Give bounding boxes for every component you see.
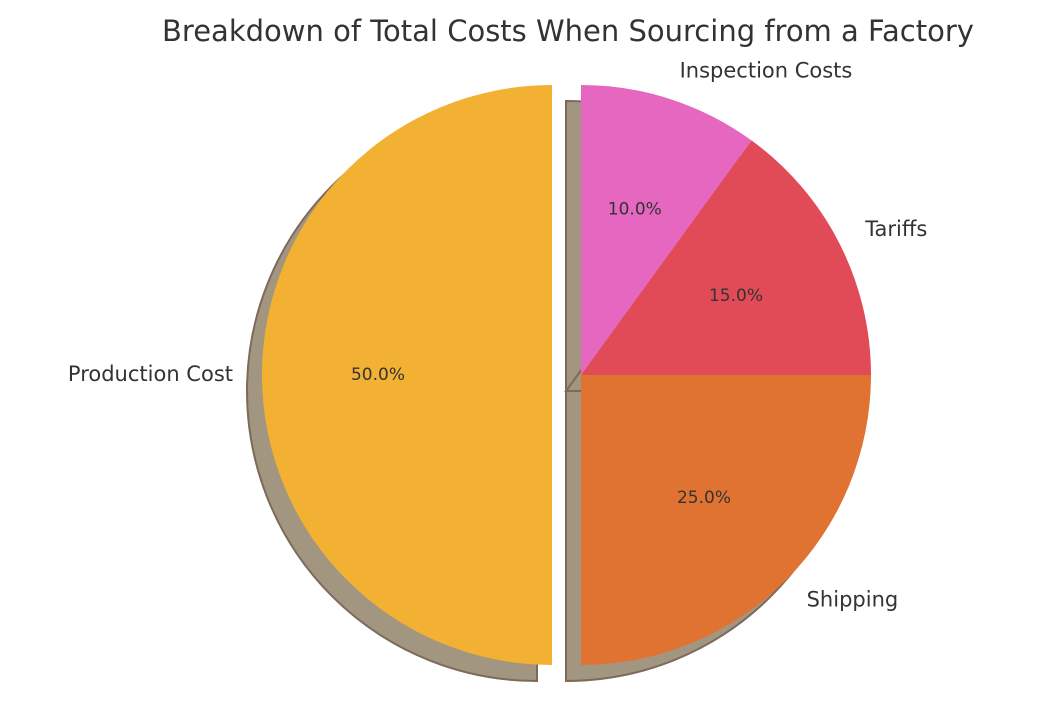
pct-shipping: 25.0% bbox=[677, 488, 731, 508]
slice-shipping bbox=[581, 375, 871, 665]
label-tariffs: Tariffs bbox=[864, 217, 927, 241]
pct-inspection-costs: 10.0% bbox=[608, 200, 662, 220]
pie-slices bbox=[262, 85, 871, 665]
chart-title: Breakdown of Total Costs When Sourcing f… bbox=[162, 14, 974, 48]
label-inspection-costs: Inspection Costs bbox=[680, 59, 853, 83]
slice-inspection-costs bbox=[581, 85, 752, 375]
pct-tariffs: 15.0% bbox=[709, 286, 763, 306]
pct-production-cost: 50.0% bbox=[351, 365, 405, 385]
slice-production-cost bbox=[262, 85, 552, 665]
pie-labels: Production Cost 50.0% Shipping 25.0% Tariffs… bbox=[68, 59, 927, 612]
slice-tariffs bbox=[581, 140, 871, 375]
label-production-cost: Production Cost bbox=[68, 362, 233, 386]
label-shipping: Shipping bbox=[807, 588, 899, 612]
